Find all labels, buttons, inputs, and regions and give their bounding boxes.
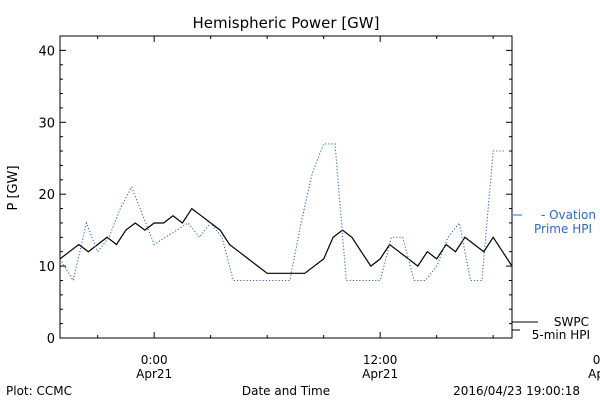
x-axis-ticks: 0:00Apr2112:00Apr210:00Apr2212:00Apr220:… [97, 36, 600, 381]
x-tick-time-label: 0:00 [141, 353, 168, 367]
y-tick-label: 30 [38, 116, 55, 131]
x-tick-day-label: Apr21 [362, 367, 398, 381]
x-tick-time-label: 0:00 [593, 353, 600, 367]
y-tick-label: 40 [38, 44, 55, 59]
chart-title: Hemispheric Power [GW] [193, 14, 380, 32]
x-tick-day-label: Apr22 [588, 367, 600, 381]
legend-ovation-label-line1: - Ovation [541, 208, 596, 222]
x-tick-day-label: Apr21 [136, 367, 172, 381]
y-tick-label: 20 [38, 188, 55, 203]
plot-credit: Plot: CCMC [6, 384, 72, 398]
series-line-ovation-prime-hpi [59, 143, 505, 282]
plot-area [59, 35, 513, 339]
y-tick-label: 10 [38, 260, 55, 275]
legend-swpc-label-line2: 5-min HPI [532, 328, 590, 342]
y-axis-ticks: 0 10 20 30 40 [38, 35, 512, 347]
x-tick-time-label: 12:00 [363, 353, 398, 367]
series-lines [59, 143, 513, 282]
y-axis-label: P [GW] [6, 165, 21, 210]
legend-ovation-label-line2: Prime HPI [534, 222, 592, 236]
x-axis-label: Date and Time [242, 384, 330, 398]
legend-swpc-label-line1: SWPC [554, 315, 589, 329]
plot-timestamp: 2016/04/23 19:00:18 [453, 384, 580, 398]
series-line-swpc-hpi [59, 207, 513, 274]
y-tick-label: 0 [47, 332, 55, 347]
plot-frame [59, 35, 513, 339]
